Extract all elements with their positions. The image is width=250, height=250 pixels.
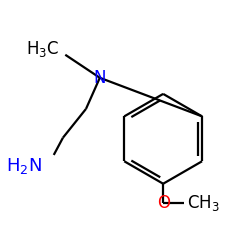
Text: O: O bbox=[157, 194, 170, 212]
Text: $\mathregular{H_2N}$: $\mathregular{H_2N}$ bbox=[6, 156, 42, 176]
Text: $\mathregular{CH_3}$: $\mathregular{CH_3}$ bbox=[187, 193, 220, 213]
Text: N: N bbox=[94, 69, 106, 87]
Text: $\mathregular{H_3C}$: $\mathregular{H_3C}$ bbox=[26, 39, 60, 59]
